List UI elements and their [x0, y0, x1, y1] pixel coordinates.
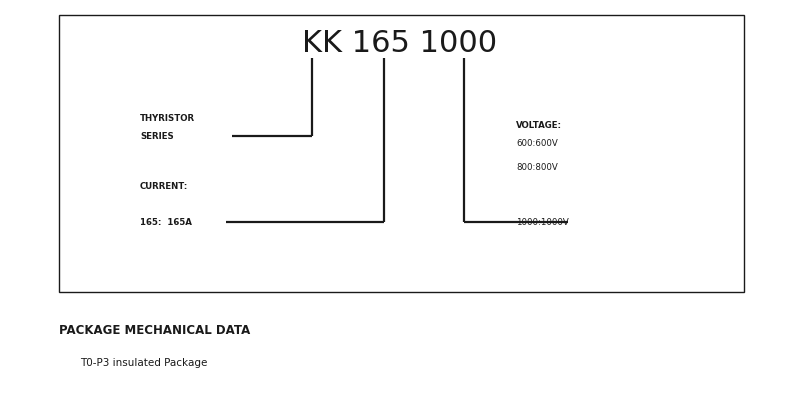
- Text: THYRISTOR: THYRISTOR: [140, 114, 195, 123]
- Text: KK 165 1000: KK 165 1000: [302, 29, 498, 57]
- Text: T0-P3 insulated Package: T0-P3 insulated Package: [80, 357, 207, 367]
- Text: 600:600V: 600:600V: [516, 139, 558, 148]
- Text: CURRENT:: CURRENT:: [140, 182, 188, 191]
- Text: PACKAGE MECHANICAL DATA: PACKAGE MECHANICAL DATA: [59, 323, 250, 336]
- Text: SERIES: SERIES: [140, 131, 174, 140]
- Text: 165:  165A: 165: 165A: [140, 217, 192, 226]
- Text: VOLTAGE:: VOLTAGE:: [516, 121, 562, 130]
- Text: 800:800V: 800:800V: [516, 162, 558, 171]
- Text: 1000:1000V: 1000:1000V: [516, 217, 569, 226]
